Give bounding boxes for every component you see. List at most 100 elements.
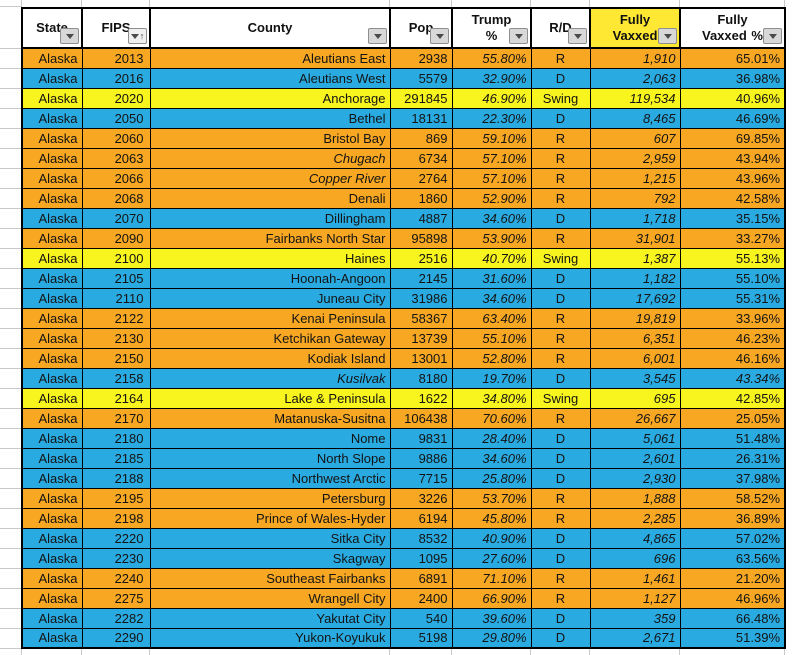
cell-trump_pct[interactable]: 57.10% xyxy=(451,147,532,169)
cell-fips[interactable]: 2090 xyxy=(81,227,151,249)
cell-fips[interactable]: 2164 xyxy=(81,387,151,409)
cell-fully_vaxxed_pct[interactable]: 57.02% xyxy=(679,527,786,549)
cell-county[interactable]: Haines xyxy=(149,247,391,269)
filter-dropdown-icon[interactable] xyxy=(568,28,587,44)
cell-fully_vaxxed_pct[interactable]: 35.15% xyxy=(679,207,786,229)
cell-pop[interactable]: 2516 xyxy=(389,247,453,269)
cell-fips[interactable]: 2150 xyxy=(81,347,151,369)
cell-fully_vaxxed[interactable]: 2,930 xyxy=(589,467,681,489)
cell-trump_pct[interactable]: 27.60% xyxy=(451,547,532,569)
cell-county[interactable]: Yukon-Koyukuk xyxy=(149,627,391,649)
cell-fully_vaxxed[interactable]: 2,601 xyxy=(589,447,681,469)
cell-fully_vaxxed_pct[interactable]: 43.34% xyxy=(679,367,786,389)
cell-fully_vaxxed_pct[interactable]: 25.05% xyxy=(679,407,786,429)
cell-county[interactable]: Matanuska-Susitna xyxy=(149,407,391,429)
cell-fips[interactable]: 2290 xyxy=(81,627,151,649)
cell-trump_pct[interactable]: 32.90% xyxy=(451,67,532,89)
cell-state[interactable]: Alaska xyxy=(21,327,83,349)
cell-fully_vaxxed_pct[interactable]: 36.89% xyxy=(679,507,786,529)
cell-pop[interactable]: 7715 xyxy=(389,467,453,489)
cell-trump_pct[interactable]: 55.10% xyxy=(451,327,532,349)
cell-fully_vaxxed_pct[interactable]: 33.27% xyxy=(679,227,786,249)
cell-rd[interactable]: D xyxy=(530,107,591,129)
cell-fully_vaxxed[interactable]: 6,351 xyxy=(589,327,681,349)
cell-fully_vaxxed[interactable]: 695 xyxy=(589,387,681,409)
cell-fips[interactable]: 2282 xyxy=(81,607,151,629)
cell-county[interactable]: Kenai Peninsula xyxy=(149,307,391,329)
cell-rd[interactable]: R xyxy=(530,127,591,149)
cell-fully_vaxxed[interactable]: 31,901 xyxy=(589,227,681,249)
cell-fully_vaxxed_pct[interactable]: 66.48% xyxy=(679,607,786,629)
cell-state[interactable]: Alaska xyxy=(21,627,83,649)
cell-pop[interactable]: 6734 xyxy=(389,147,453,169)
cell-fully_vaxxed[interactable]: 1,718 xyxy=(589,207,681,229)
cell-fully_vaxxed_pct[interactable]: 40.96% xyxy=(679,87,786,109)
cell-fully_vaxxed[interactable]: 5,061 xyxy=(589,427,681,449)
cell-fips[interactable]: 2060 xyxy=(81,127,151,149)
filter-dropdown-icon[interactable] xyxy=(763,28,782,44)
cell-rd[interactable]: D xyxy=(530,427,591,449)
cell-state[interactable]: Alaska xyxy=(21,307,83,329)
cell-rd[interactable]: R xyxy=(530,567,591,589)
cell-county[interactable]: Wrangell City xyxy=(149,587,391,609)
cell-trump_pct[interactable]: 25.80% xyxy=(451,467,532,489)
cell-rd[interactable]: R xyxy=(530,307,591,329)
cell-state[interactable]: Alaska xyxy=(21,387,83,409)
cell-pop[interactable]: 2764 xyxy=(389,167,453,189)
cell-fips[interactable]: 2063 xyxy=(81,147,151,169)
cell-fips[interactable]: 2240 xyxy=(81,567,151,589)
cell-trump_pct[interactable]: 28.40% xyxy=(451,427,532,449)
cell-pop[interactable]: 13739 xyxy=(389,327,453,349)
cell-trump_pct[interactable]: 53.70% xyxy=(451,487,532,509)
cell-state[interactable]: Alaska xyxy=(21,447,83,469)
cell-rd[interactable]: R xyxy=(530,507,591,529)
cell-fully_vaxxed_pct[interactable]: 69.85% xyxy=(679,127,786,149)
cell-rd[interactable]: D xyxy=(530,467,591,489)
cell-rd[interactable]: D xyxy=(530,67,591,89)
cell-county[interactable]: Anchorage xyxy=(149,87,391,109)
cell-fully_vaxxed[interactable]: 2,671 xyxy=(589,627,681,649)
cell-fips[interactable]: 2066 xyxy=(81,167,151,189)
cell-county[interactable]: Fairbanks North Star xyxy=(149,227,391,249)
cell-rd[interactable]: D xyxy=(530,267,591,289)
cell-fips[interactable]: 2122 xyxy=(81,307,151,329)
cell-fully_vaxxed[interactable]: 2,063 xyxy=(589,67,681,89)
cell-pop[interactable]: 8180 xyxy=(389,367,453,389)
cell-trump_pct[interactable]: 66.90% xyxy=(451,587,532,609)
cell-state[interactable]: Alaska xyxy=(21,507,83,529)
cell-county[interactable]: Lake & Peninsula xyxy=(149,387,391,409)
cell-pop[interactable]: 8532 xyxy=(389,527,453,549)
cell-trump_pct[interactable]: 71.10% xyxy=(451,567,532,589)
cell-rd[interactable]: R xyxy=(530,347,591,369)
cell-state[interactable]: Alaska xyxy=(21,87,83,109)
cell-fully_vaxxed[interactable]: 1,127 xyxy=(589,587,681,609)
cell-fips[interactable]: 2050 xyxy=(81,107,151,129)
cell-fully_vaxxed_pct[interactable]: 51.39% xyxy=(679,627,786,649)
cell-pop[interactable]: 1095 xyxy=(389,547,453,569)
cell-rd[interactable]: R xyxy=(530,587,591,609)
cell-county[interactable]: Bethel xyxy=(149,107,391,129)
cell-rd[interactable]: Swing xyxy=(530,87,591,109)
cell-pop[interactable]: 106438 xyxy=(389,407,453,429)
cell-trump_pct[interactable]: 52.90% xyxy=(451,187,532,209)
cell-state[interactable]: Alaska xyxy=(21,147,83,169)
cell-trump_pct[interactable]: 22.30% xyxy=(451,107,532,129)
cell-fully_vaxxed[interactable]: 119,534 xyxy=(589,87,681,109)
cell-rd[interactable]: D xyxy=(530,527,591,549)
cell-fully_vaxxed[interactable]: 792 xyxy=(589,187,681,209)
cell-fully_vaxxed_pct[interactable]: 55.31% xyxy=(679,287,786,309)
cell-fully_vaxxed_pct[interactable]: 46.96% xyxy=(679,587,786,609)
cell-rd[interactable]: Swing xyxy=(530,387,591,409)
cell-fully_vaxxed[interactable]: 607 xyxy=(589,127,681,149)
cell-fully_vaxxed_pct[interactable]: 65.01% xyxy=(679,47,786,69)
cell-fully_vaxxed_pct[interactable]: 36.98% xyxy=(679,67,786,89)
cell-trump_pct[interactable]: 31.60% xyxy=(451,267,532,289)
cell-trump_pct[interactable]: 46.90% xyxy=(451,87,532,109)
cell-fully_vaxxed_pct[interactable]: 43.94% xyxy=(679,147,786,169)
cell-fips[interactable]: 2105 xyxy=(81,267,151,289)
cell-trump_pct[interactable]: 59.10% xyxy=(451,127,532,149)
cell-fips[interactable]: 2013 xyxy=(81,47,151,69)
cell-state[interactable]: Alaska xyxy=(21,247,83,269)
cell-fips[interactable]: 2188 xyxy=(81,467,151,489)
cell-fips[interactable]: 2180 xyxy=(81,427,151,449)
